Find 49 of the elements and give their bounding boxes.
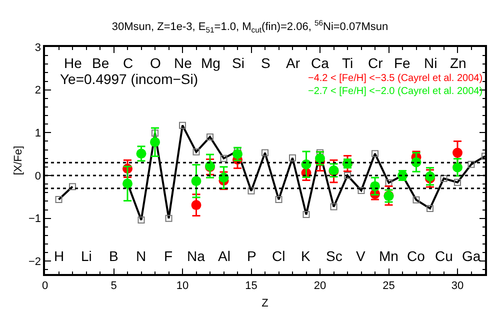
y-tick-label: 3 bbox=[34, 42, 42, 54]
annotation: F bbox=[164, 248, 173, 264]
x-tick-label: 30 bbox=[451, 280, 464, 292]
annotation: Ye=0.4997 (incom−Si) bbox=[60, 71, 198, 87]
annotation: B bbox=[109, 248, 118, 264]
annotation: Fe bbox=[394, 55, 411, 71]
x-tick-label: 10 bbox=[176, 280, 189, 292]
annotation: Ne bbox=[174, 55, 192, 71]
y-tick-label: 1 bbox=[34, 128, 42, 140]
annotation: K bbox=[301, 248, 311, 264]
annotation: Cu bbox=[435, 248, 453, 264]
annotation: P bbox=[247, 248, 256, 264]
annotation: N bbox=[136, 248, 146, 264]
y-tick-label: 0 bbox=[34, 170, 42, 182]
annotation: S bbox=[261, 55, 270, 71]
annotation: Al bbox=[218, 248, 230, 264]
annotation: Ga bbox=[462, 248, 481, 264]
annotation: O bbox=[150, 55, 161, 71]
x-tick-label: 25 bbox=[382, 280, 395, 292]
y-tick-label: −2 bbox=[28, 256, 42, 268]
annotation: Co bbox=[407, 248, 426, 264]
x-tick-label: 15 bbox=[245, 280, 258, 292]
annotation: Ca bbox=[311, 55, 330, 71]
annotation: Si bbox=[232, 55, 244, 71]
annotation: Cr bbox=[368, 55, 384, 71]
text: −2.7 < [Fe/H] <−2.0 (Cayrel et al. 2004) bbox=[308, 86, 483, 97]
annotation: Mn bbox=[379, 248, 398, 264]
annotation: Zn bbox=[450, 55, 466, 71]
chart-title: 30Msun, Z=1e-3, E$_{51}$=1.0, M$_{cut}$(fin)=2.06, $^{56}$Ni=0.07Msun bbox=[112, 18, 388, 34]
x-axis-title: Z bbox=[262, 298, 269, 310]
annotation: Li bbox=[81, 248, 92, 264]
y-tick-label: 2 bbox=[34, 84, 42, 97]
annotation: Cl bbox=[272, 248, 286, 264]
x-tick-label: 5 bbox=[110, 280, 117, 292]
x-tick-label: 20 bbox=[314, 280, 326, 292]
text: −4.2 < [Fe/H] <−3.5 (Cayrel et al. 2004) bbox=[308, 73, 483, 84]
y-tick-label: −1 bbox=[28, 213, 42, 226]
y-axis-title: [X/Fe] bbox=[12, 146, 25, 176]
annotation: Na bbox=[187, 248, 206, 264]
annotation: H bbox=[54, 248, 64, 264]
annotation: He bbox=[64, 55, 82, 71]
annotation: Ti bbox=[342, 55, 354, 71]
annotation: Mg bbox=[201, 55, 220, 71]
annotation: V bbox=[356, 248, 366, 264]
annotation: Be bbox=[92, 55, 110, 71]
annotation: Sc bbox=[326, 248, 342, 264]
annotation: Ni bbox=[424, 55, 438, 71]
annotation: Ar bbox=[286, 55, 300, 71]
annotation: C bbox=[123, 55, 134, 71]
